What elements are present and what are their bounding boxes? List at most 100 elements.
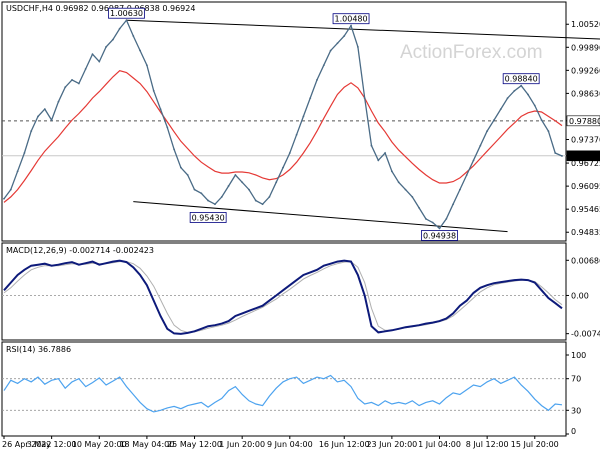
price-point — [84, 67, 87, 70]
macd-line — [3, 259, 563, 335]
price-point — [479, 144, 482, 147]
price-point — [275, 181, 278, 184]
x-tick-label: 1 Jul 04:00 — [418, 440, 461, 449]
price-point — [50, 119, 53, 121]
price-panel — [1, 1, 567, 242]
price-point — [186, 174, 189, 176]
price-point — [404, 188, 407, 191]
price-point — [57, 100, 60, 103]
price-point — [43, 108, 46, 111]
price-point — [506, 97, 509, 100]
price-point — [445, 217, 448, 220]
price-point — [227, 185, 230, 187]
price-point — [540, 119, 543, 121]
price-point — [431, 221, 434, 224]
price-point — [241, 181, 244, 184]
price-point — [193, 188, 196, 191]
rsi-panel — [1, 341, 567, 437]
price-y-tick-label: 0.95465 — [571, 205, 600, 214]
price-point — [384, 152, 386, 154]
price-point — [3, 197, 5, 200]
price-point — [23, 152, 26, 154]
price-annotation-label: 0.94938 — [423, 231, 456, 240]
macd-y-tick-label: -0.007454 — [571, 330, 600, 339]
price-series-layer — [3, 18, 563, 230]
price-point — [220, 196, 223, 198]
price-point — [411, 196, 414, 198]
price-point — [493, 119, 495, 121]
price-point — [261, 203, 264, 206]
macd-title: MACD(12,26,9) -0.002714 -0.002423 — [6, 246, 154, 255]
price-point — [268, 196, 271, 198]
price-point — [561, 155, 563, 157]
price-point — [295, 133, 298, 136]
price-point — [302, 115, 305, 118]
price-point — [166, 126, 169, 129]
price-point — [91, 53, 94, 56]
price-point — [139, 49, 141, 52]
rsi-y-tick-label: 0 — [571, 427, 576, 436]
price-point — [438, 227, 441, 230]
trendline-1 — [133, 201, 508, 233]
price-point — [214, 203, 216, 206]
trendline-0 — [126, 19, 600, 40]
price-point — [397, 181, 400, 184]
price-point — [288, 152, 291, 154]
price-point — [322, 64, 325, 67]
price-point — [547, 130, 550, 132]
price-point — [125, 19, 128, 22]
price-point — [105, 46, 107, 48]
price-annotation-box — [502, 73, 540, 85]
price-point — [207, 199, 210, 202]
x-tick-label: 3 May 12:00 — [27, 440, 77, 449]
price-point — [316, 78, 318, 81]
rsi-y-tick-label: 30 — [571, 406, 581, 415]
x-tick-label: 10 May 20:00 — [72, 440, 127, 449]
price-point — [336, 42, 339, 45]
rsi-line — [3, 374, 563, 413]
macd-y-tick-label: 0.00 — [571, 291, 589, 300]
price-y-tag — [566, 115, 600, 127]
x-tick-label: 9 Jun 04:00 — [267, 440, 313, 449]
price-point — [527, 93, 529, 96]
price-point — [499, 108, 502, 111]
price-point — [77, 82, 80, 85]
macd-series-layer — [3, 259, 563, 335]
symbol-header: USDCHF,H4 0.96982 0.96987 0.96838 0.9692… — [6, 4, 195, 13]
price-point — [370, 144, 373, 147]
price-annotation-box — [189, 212, 227, 223]
price-y-tag — [566, 150, 600, 162]
price-point — [472, 159, 475, 162]
price-point — [377, 159, 380, 162]
rsi-y-axis: 100 70 30 0 — [566, 351, 586, 436]
price-y-tick-label: 0.94835 — [571, 228, 600, 237]
price-annotation-label: 1.00630 — [110, 9, 143, 18]
price-annotation-box — [108, 7, 145, 19]
price-point — [71, 78, 73, 81]
price-point — [254, 199, 257, 202]
price-point — [486, 130, 489, 132]
price-point — [118, 27, 121, 30]
x-tick-label: 15 Jul 20:00 — [511, 440, 559, 449]
price-annotation-box — [332, 13, 370, 25]
price-point — [111, 38, 114, 41]
price-point — [30, 130, 33, 132]
rsi-title: RSI(14) 36.7886 — [6, 345, 71, 354]
price-point — [159, 108, 162, 111]
price-point — [248, 188, 250, 191]
price-point — [554, 152, 557, 154]
rsi-series-layer — [3, 374, 563, 413]
price-point — [146, 64, 148, 67]
price-point — [520, 84, 523, 87]
price-point — [350, 24, 352, 27]
price-annotations: 1.00630 1.00480 0.98840 0.95430 0.94938 — [108, 7, 540, 241]
price-point — [329, 49, 332, 52]
price-point — [465, 174, 468, 176]
price-trendlines — [126, 19, 600, 233]
price-point — [234, 174, 237, 176]
price-reference-lines — [2, 120, 566, 157]
